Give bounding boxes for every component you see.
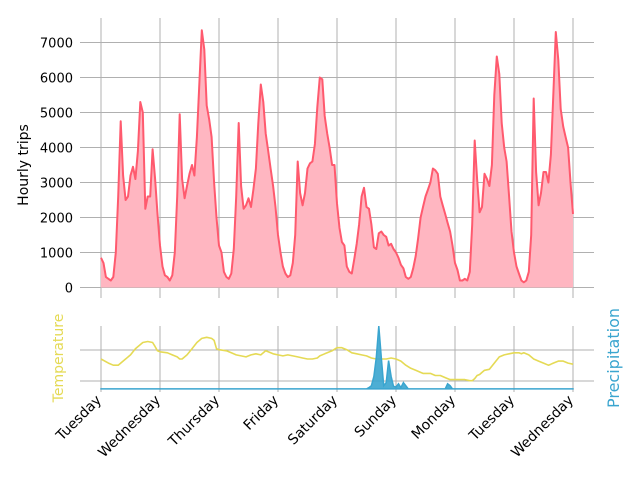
x-tick-label: Sunday [352, 392, 400, 440]
trips-area-chart: 0 1000 2000 3000 4000 5000 6000 7000 [40, 18, 594, 298]
x-tick-label: Saturday [285, 392, 341, 448]
y-axis-label-temperature: Temperature [51, 314, 67, 404]
y-tick-label: 1000 [40, 247, 73, 262]
y-tick-label: 4000 [40, 142, 73, 157]
y-axis-label-precipitation: Precipitation [604, 308, 623, 408]
x-tick-label: Tuesday [466, 392, 518, 444]
x-tick-label: Wednesday [95, 392, 164, 461]
precipitation-area [100, 325, 574, 390]
x-tick-label: Thursday [165, 392, 223, 450]
x-tick-label: Monday [409, 392, 459, 442]
y-tick-label: 2000 [40, 212, 73, 227]
y-axis-label-trips: Hourly trips [16, 124, 32, 206]
y-tick-label: 3000 [40, 177, 73, 192]
y-tick-label: 7000 [40, 37, 73, 52]
x-tick-label: Friday [241, 392, 282, 433]
trips-area-fill [101, 30, 573, 288]
y-tick-label: 6000 [40, 72, 73, 87]
temperature-line [100, 336, 574, 382]
y-tick-label: 5000 [40, 107, 73, 122]
x-tick-label: Wednesday [508, 392, 577, 461]
trips-line [100, 29, 574, 284]
y-tick-label: 0 [65, 282, 73, 297]
